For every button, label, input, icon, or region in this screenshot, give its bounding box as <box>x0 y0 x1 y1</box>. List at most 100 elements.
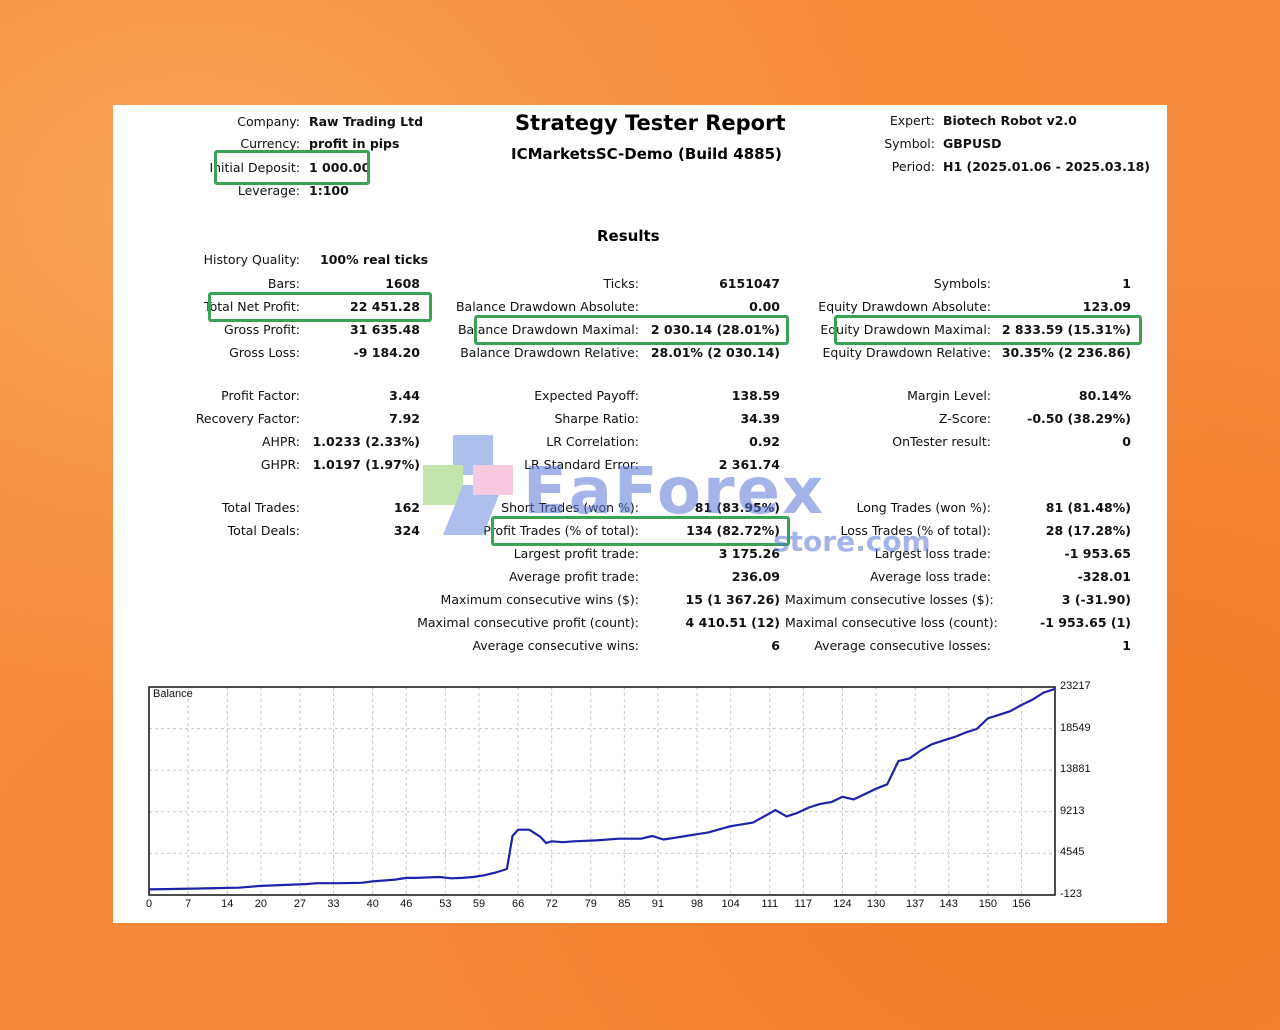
x-tick-label: 72 <box>545 898 558 910</box>
stat-value: -0.50 (38.29%) <box>1027 411 1131 426</box>
stat-label: Gross Profit: <box>223 322 300 337</box>
initial-deposit-label: Initial Deposit: <box>209 160 300 175</box>
stat-label: Maximum consecutive losses ($): <box>785 592 994 607</box>
period-label: Period: <box>891 159 935 174</box>
equity-drawdown-highlight <box>834 315 1142 345</box>
symbol-label: Symbol: <box>884 136 935 151</box>
balance-line <box>148 687 1056 891</box>
stat-value: 28 (17.28%) <box>1045 523 1131 538</box>
x-tick-label: 20 <box>254 898 267 910</box>
stat-value: 31 635.48 <box>350 322 420 337</box>
net-profit-highlight <box>208 292 432 322</box>
symbol-value: GBPUSD <box>943 136 1002 151</box>
stat-label: Largest loss trade: <box>874 546 991 561</box>
stat-value: 2 833.59 (15.31%) <box>1001 322 1131 337</box>
y-tick-label: 13881 <box>1060 763 1091 776</box>
report-title: Strategy Tester Report <box>515 111 786 135</box>
balance-chart <box>148 686 1056 896</box>
stat-label: Average consecutive wins: <box>472 638 639 653</box>
server-name: ICMarketsSC-Demo (Build 4885) <box>511 145 782 163</box>
stat-value: -328.01 <box>1077 569 1131 584</box>
stat-value: 6 <box>771 638 780 653</box>
x-tick-label: 27 <box>293 898 307 910</box>
stat-label: Maximal consecutive loss (count): <box>785 615 998 630</box>
stat-label: Short Trades (won %): <box>501 500 639 515</box>
stat-label: Loss Trades (% of total): <box>840 523 991 538</box>
x-tick-label: 33 <box>327 898 340 910</box>
stat-value: 7.92 <box>389 411 420 426</box>
x-tick-label: 79 <box>584 898 597 910</box>
currency-value: profit in pips <box>309 136 400 151</box>
balance-drawdown-highlight <box>474 315 789 345</box>
stat-value: 3 (-31.90) <box>1061 592 1131 607</box>
stat-value: 6151047 <box>719 276 780 291</box>
leverage-value: 1:100 <box>309 183 349 198</box>
stat-value: -1 953.65 <box>1064 546 1131 561</box>
x-tick-label: 59 <box>472 898 486 910</box>
x-tick-label: 143 <box>939 898 958 910</box>
y-tick-label: -123 <box>1060 888 1083 900</box>
stat-label: Recovery Factor: <box>195 411 300 426</box>
currency-label: Currency: <box>240 136 300 151</box>
expert-label: Expert: <box>889 113 935 128</box>
stat-label: Total Trades: <box>221 500 300 515</box>
x-tick-label: 66 <box>511 898 525 910</box>
stat-value: 81 (81.48%) <box>1045 500 1131 515</box>
stat-value: 15 (1 367.26) <box>685 592 780 607</box>
stat-label: Largest profit trade: <box>513 546 639 561</box>
history-quality-label: History Quality: <box>203 252 300 267</box>
stat-value: 1 <box>1122 638 1131 653</box>
stat-label: Total Deals: <box>227 523 300 538</box>
x-tick-label: 124 <box>833 898 852 910</box>
stat-label: Bars: <box>267 276 300 291</box>
stat-label: Long Trades (won %): <box>856 500 991 515</box>
stat-value: 22 451.28 <box>350 299 420 314</box>
stat-value: 4 410.51 (12) <box>685 615 780 630</box>
stat-label: Equity Drawdown Relative: <box>822 345 991 360</box>
y-tick-label: 4545 <box>1060 846 1085 859</box>
stat-label: Average loss trade: <box>870 569 991 584</box>
expert-value: Biotech Robot v2.0 <box>943 113 1077 128</box>
x-tick-label: 46 <box>400 898 413 910</box>
stat-value: 1 <box>1122 276 1131 291</box>
x-tick-label: 14 <box>221 898 234 910</box>
stat-label: AHPR: <box>261 434 300 449</box>
stat-label: Z-Score: <box>938 411 991 426</box>
x-tick-label: 53 <box>439 898 452 910</box>
stat-label: Maximal consecutive profit (count): <box>417 615 639 630</box>
stat-value: 1608 <box>385 276 420 291</box>
stat-value: 123.09 <box>1082 299 1131 314</box>
stat-label: OnTester result: <box>892 434 991 449</box>
stat-value: 1.0233 (2.33%) <box>312 434 420 449</box>
company-value: Raw Trading Ltd <box>309 114 424 129</box>
y-tick-label: 18549 <box>1060 721 1091 734</box>
stat-value: 1.0197 (1.97%) <box>312 457 420 472</box>
x-tick-label: 91 <box>651 898 665 910</box>
history-quality-value: 100% real ticks <box>320 252 429 267</box>
stat-label: Average profit trade: <box>508 569 639 584</box>
stat-label: Balance Drawdown Absolute: <box>455 299 639 314</box>
x-tick-label: 111 <box>761 898 779 910</box>
stat-value: 2 361.74 <box>718 457 780 472</box>
x-tick-label: 150 <box>978 898 998 910</box>
x-tick-label: 130 <box>866 898 886 910</box>
stat-value: 30.35% (2 236.86) <box>1001 345 1131 360</box>
stat-value: 81 (83.95%) <box>694 500 780 515</box>
profit-trades-highlight <box>491 516 790 546</box>
stat-value: 236.09 <box>731 569 780 584</box>
stat-label: Average consecutive losses: <box>814 638 991 653</box>
stat-value: 134 (82.72%) <box>686 523 780 538</box>
plot-frame <box>148 686 1056 896</box>
stat-label: Total Net Profit: <box>204 299 300 314</box>
stat-label: Ticks: <box>603 276 639 291</box>
report-panel: Company: Raw Trading Ltd Currency: profi… <box>113 105 1167 923</box>
x-tick-label: 40 <box>366 898 379 910</box>
y-tick-label: 9213 <box>1060 804 1085 817</box>
stat-value: 0.92 <box>749 434 780 449</box>
stat-label: Profit Factor: <box>221 388 300 403</box>
x-tick-label: 104 <box>721 898 740 910</box>
stat-value: 138.59 <box>731 388 780 403</box>
x-tick-label: 137 <box>905 898 925 910</box>
initial-deposit-highlight <box>214 150 370 185</box>
stat-label: Balance Drawdown Relative: <box>460 345 639 360</box>
